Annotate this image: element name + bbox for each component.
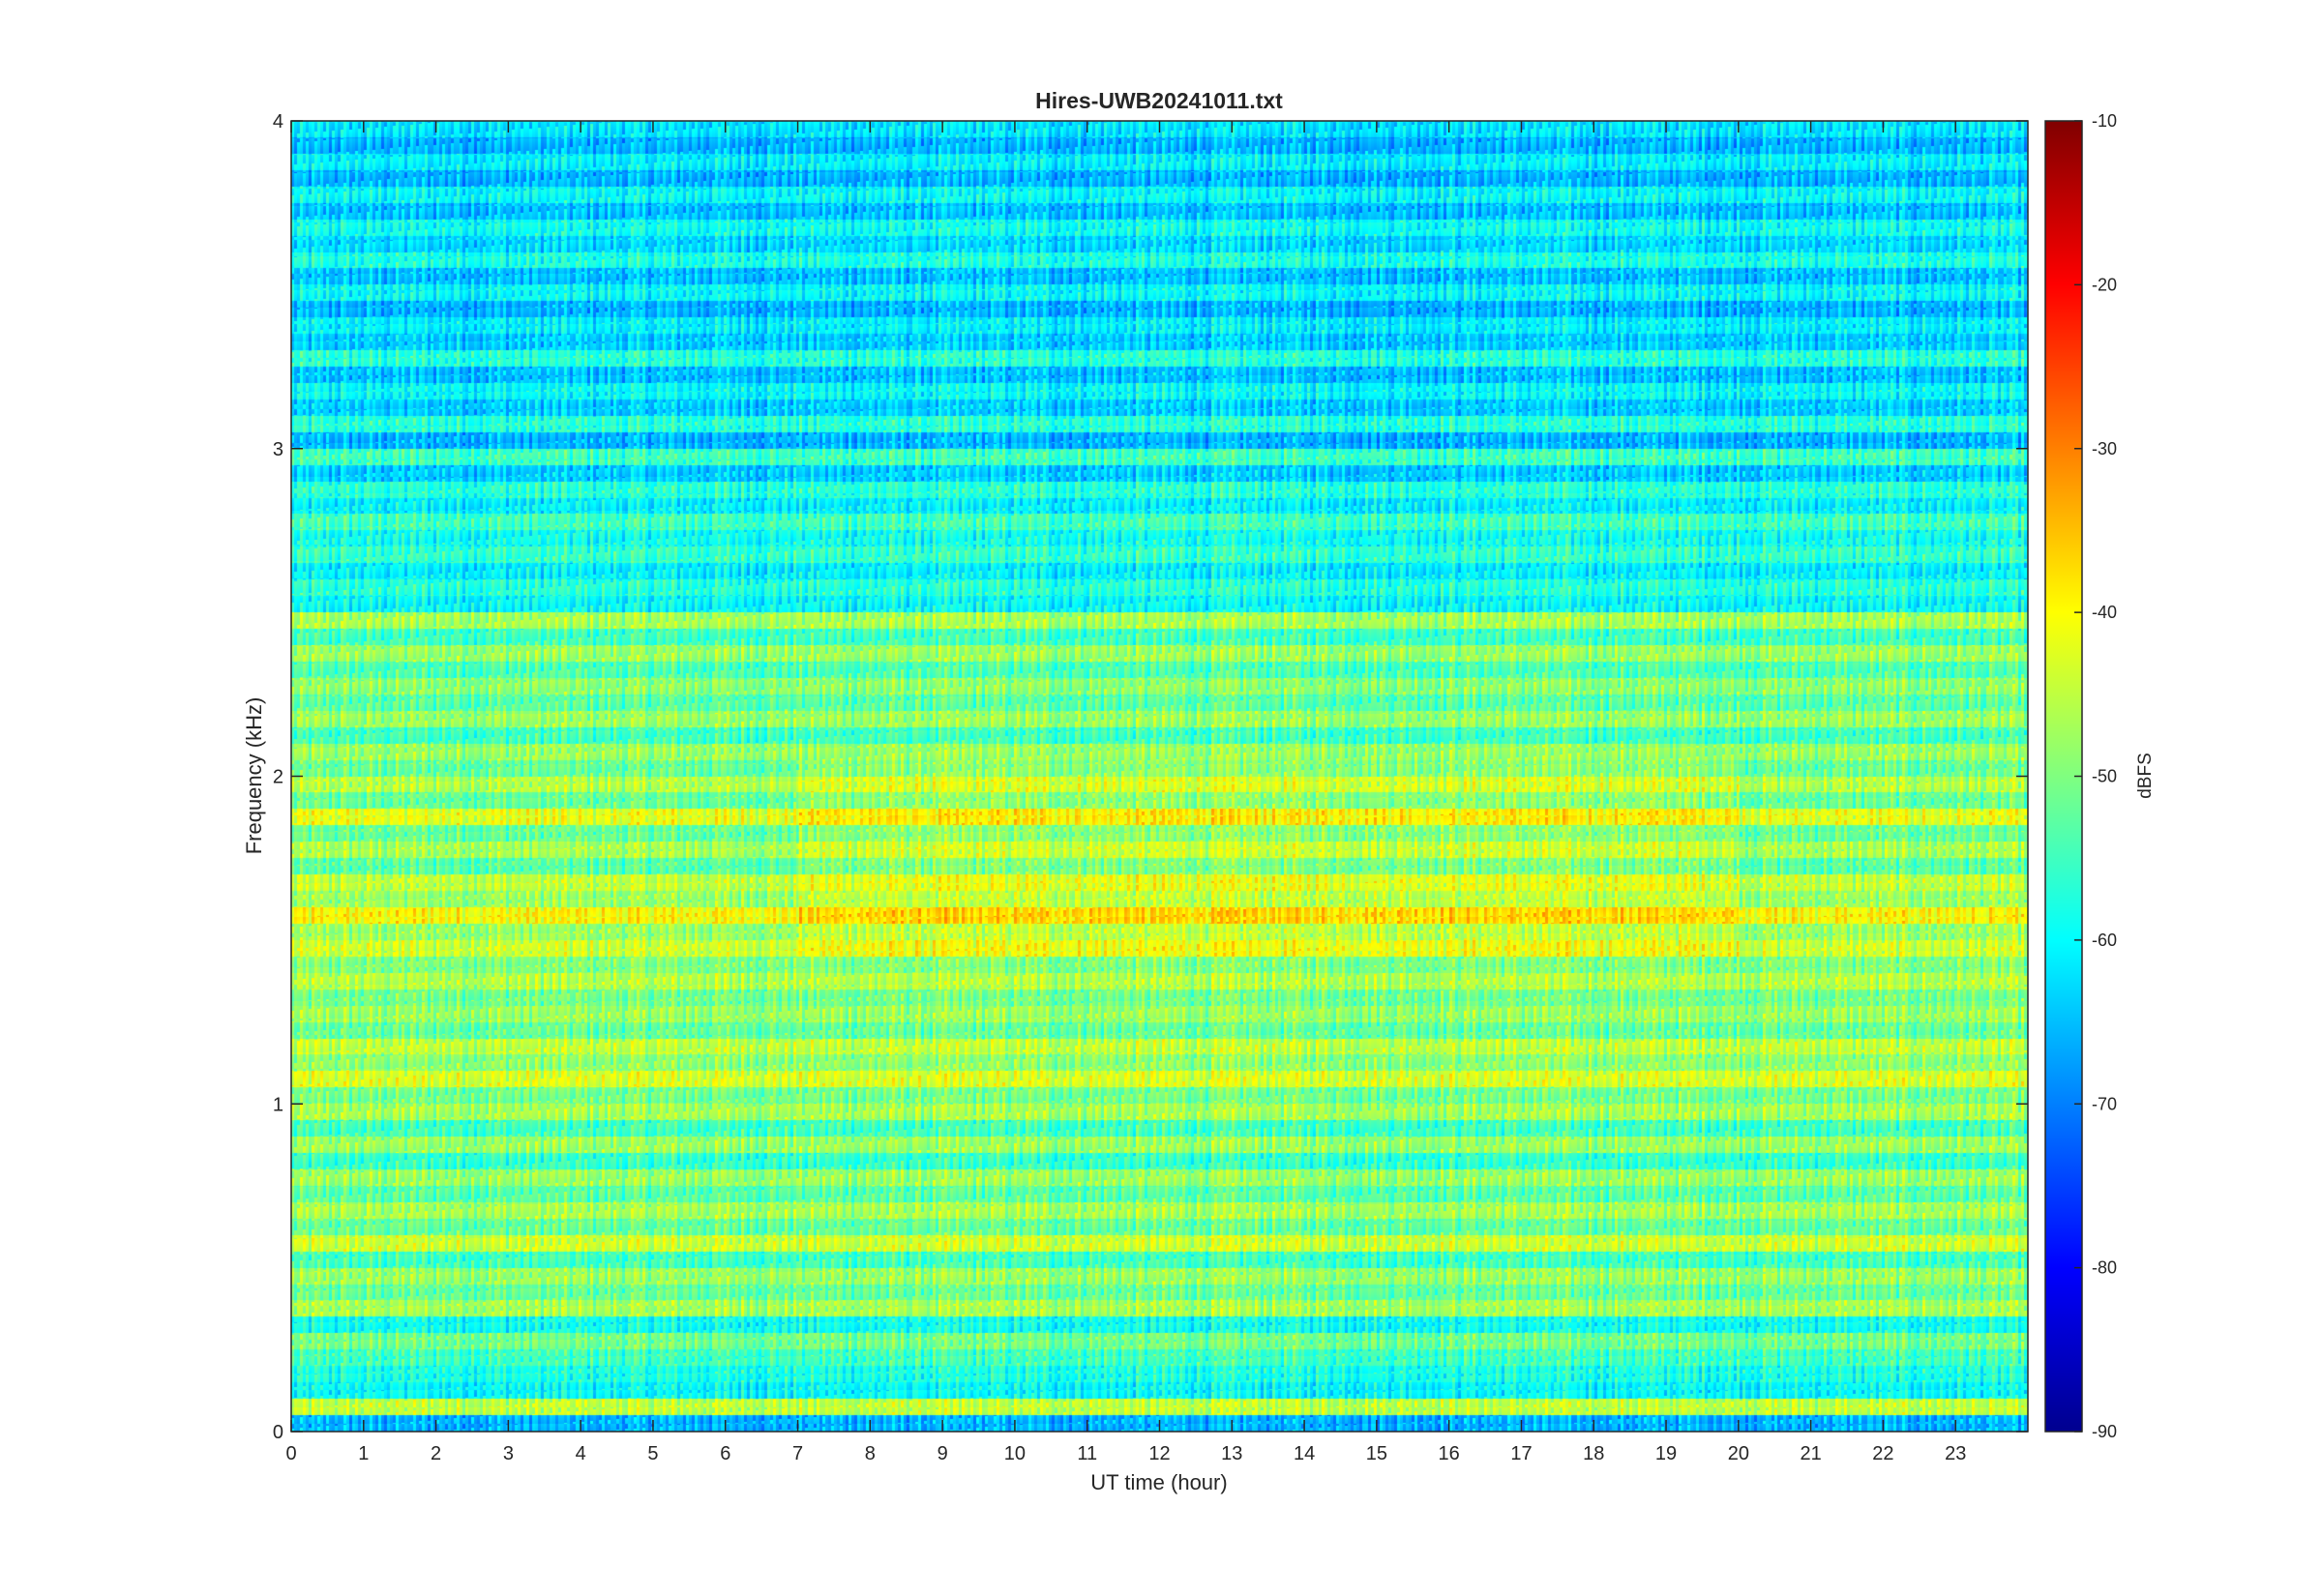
x-tick-label: 9 [938, 1443, 948, 1464]
colorbar-label: dBFS [2135, 753, 2156, 799]
colorbar-axis: -90 -80 -70 -60 -50 -40 -30 -20 -10 [2074, 111, 2117, 1441]
y-tick-label: 3 [273, 439, 283, 460]
y-axis: 0 1 2 3 4 [273, 111, 2028, 1443]
x-tick-label: 11 [1077, 1443, 1097, 1464]
x-axis: 0 1 2 3 4 5 6 7 8 9 10 11 12 13 14 15 16 17 18 19 20 21 22 23 [285, 121, 1966, 1464]
x-tick-label: 14 [1294, 1443, 1315, 1464]
x-tick-label: 2 [431, 1443, 441, 1464]
x-tick-label: 12 [1148, 1443, 1170, 1464]
x-tick-label: 0 [285, 1443, 296, 1464]
colorbar-tick-label: -80 [2092, 1258, 2117, 1278]
x-axis-label: UT time (hour) [1090, 1470, 1227, 1494]
x-tick-label: 3 [503, 1443, 514, 1464]
plot-border [290, 120, 2029, 1433]
x-tick-label: 16 [1439, 1443, 1460, 1464]
x-tick-label: 8 [865, 1443, 876, 1464]
colorbar-tick-label: -70 [2092, 1094, 2117, 1113]
chart-title: Hires-UWB20241011.txt [1035, 88, 1283, 113]
colorbar-tick-label: -60 [2092, 931, 2117, 950]
y-tick-label: 1 [273, 1094, 283, 1115]
x-tick-label: 13 [1221, 1443, 1242, 1464]
x-tick-label: 15 [1366, 1443, 1387, 1464]
colorbar-tick-label: -30 [2092, 439, 2117, 458]
y-axis-label: Frequency (kHz) [242, 697, 266, 855]
x-tick-label: 4 [576, 1443, 586, 1464]
colorbar-tick-label: -10 [2092, 111, 2117, 131]
x-tick-label: 19 [1655, 1443, 1677, 1464]
colorbar-tick-label: -20 [2092, 275, 2117, 294]
colorbar-tick-label: -50 [2092, 767, 2117, 786]
x-tick-label: 23 [1945, 1443, 1966, 1464]
x-tick-label: 7 [792, 1443, 803, 1464]
x-tick-label: 21 [1801, 1443, 1822, 1464]
x-tick-label: 22 [1872, 1443, 1893, 1464]
x-tick-label: 20 [1728, 1443, 1749, 1464]
x-tick-label: 10 [1004, 1443, 1026, 1464]
spectrogram-image [291, 121, 2028, 1432]
x-tick-label: 17 [1510, 1443, 1532, 1464]
x-tick-label: 18 [1583, 1443, 1604, 1464]
y-tick-label: 2 [273, 767, 283, 788]
x-tick-label: 5 [647, 1443, 658, 1464]
colorbar-tick-label: -90 [2092, 1422, 2117, 1441]
y-tick-label: 0 [273, 1422, 283, 1443]
y-tick-label: 4 [273, 111, 283, 133]
colorbar-tick-label: -40 [2092, 603, 2117, 622]
x-tick-label: 6 [720, 1443, 730, 1464]
x-tick-label: 1 [358, 1443, 369, 1464]
